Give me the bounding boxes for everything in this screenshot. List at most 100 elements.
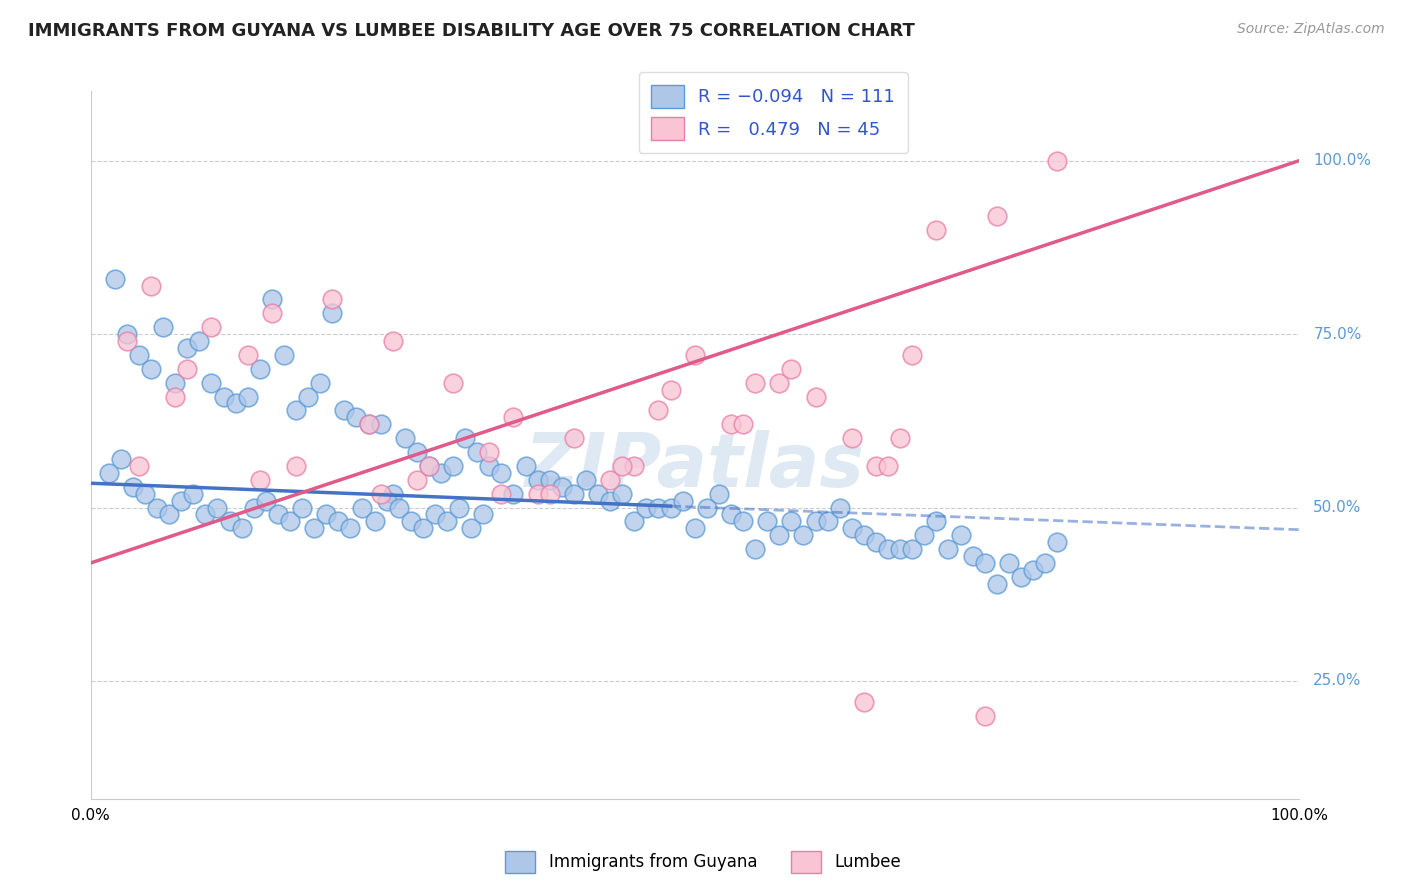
Point xyxy=(381,486,404,500)
Text: 50.0%: 50.0% xyxy=(1313,500,1361,515)
Point xyxy=(278,514,301,528)
Point xyxy=(363,514,385,528)
Point xyxy=(986,576,1008,591)
Point xyxy=(249,361,271,376)
Point xyxy=(375,493,398,508)
Point xyxy=(139,361,162,376)
Point xyxy=(449,500,471,515)
Point xyxy=(357,417,380,432)
Point xyxy=(200,376,222,390)
Text: ZIPatlas: ZIPatlas xyxy=(524,430,865,503)
Point xyxy=(973,708,995,723)
Point xyxy=(122,480,145,494)
Point xyxy=(804,390,827,404)
Point xyxy=(502,486,524,500)
Point xyxy=(526,473,548,487)
Point xyxy=(399,514,422,528)
Point xyxy=(139,278,162,293)
Point xyxy=(315,508,337,522)
Point xyxy=(165,390,187,404)
Text: Source: ZipAtlas.com: Source: ZipAtlas.com xyxy=(1237,22,1385,37)
Point xyxy=(623,458,645,473)
Point xyxy=(188,334,211,348)
Point xyxy=(212,390,235,404)
Point xyxy=(562,486,585,500)
Point xyxy=(659,383,682,397)
Point xyxy=(901,348,924,362)
Point xyxy=(460,521,482,535)
Point xyxy=(465,445,488,459)
Point xyxy=(236,348,259,362)
Point xyxy=(696,500,718,515)
Point xyxy=(659,500,682,515)
Point xyxy=(1046,535,1069,549)
Point xyxy=(865,535,887,549)
Point xyxy=(104,271,127,285)
Point xyxy=(436,514,458,528)
Point xyxy=(672,493,695,508)
Point xyxy=(804,514,827,528)
Point xyxy=(328,514,350,528)
Point xyxy=(756,514,779,528)
Point xyxy=(418,458,440,473)
Point xyxy=(502,410,524,425)
Point xyxy=(780,361,803,376)
Point xyxy=(267,508,290,522)
Point xyxy=(538,473,561,487)
Point xyxy=(731,417,754,432)
Point xyxy=(381,334,404,348)
Point xyxy=(949,528,972,542)
Point xyxy=(720,508,742,522)
Point xyxy=(194,508,217,522)
Point xyxy=(285,403,308,417)
Point xyxy=(291,500,314,515)
Point xyxy=(1046,153,1069,168)
Point xyxy=(925,223,948,237)
Point xyxy=(901,542,924,557)
Point xyxy=(333,403,356,417)
Point xyxy=(128,348,150,362)
Point xyxy=(405,445,427,459)
Point xyxy=(165,376,187,390)
Point xyxy=(418,458,440,473)
Point xyxy=(1010,570,1032,584)
Point xyxy=(170,493,193,508)
Point xyxy=(260,293,283,307)
Point xyxy=(636,500,658,515)
Point xyxy=(792,528,814,542)
Point xyxy=(647,403,669,417)
Point xyxy=(115,334,138,348)
Text: 100.0%: 100.0% xyxy=(1313,153,1371,169)
Point xyxy=(877,542,900,557)
Point xyxy=(478,445,501,459)
Point xyxy=(110,452,132,467)
Point xyxy=(254,493,277,508)
Point xyxy=(134,486,156,500)
Point xyxy=(889,542,911,557)
Point xyxy=(388,500,411,515)
Point xyxy=(297,390,319,404)
Point xyxy=(146,500,169,515)
Point xyxy=(97,466,120,480)
Point xyxy=(599,493,621,508)
Point xyxy=(1033,556,1056,570)
Point xyxy=(285,458,308,473)
Point xyxy=(176,361,198,376)
Point xyxy=(865,458,887,473)
Point xyxy=(683,348,706,362)
Point xyxy=(478,458,501,473)
Point xyxy=(538,486,561,500)
Point xyxy=(152,320,174,334)
Point xyxy=(176,341,198,355)
Point xyxy=(405,473,427,487)
Point xyxy=(225,396,247,410)
Point xyxy=(575,473,598,487)
Text: 75.0%: 75.0% xyxy=(1313,326,1361,342)
Point xyxy=(454,431,477,445)
Point xyxy=(157,508,180,522)
Point xyxy=(352,500,374,515)
Point xyxy=(1022,563,1045,577)
Point xyxy=(526,486,548,500)
Point xyxy=(841,431,863,445)
Point xyxy=(339,521,361,535)
